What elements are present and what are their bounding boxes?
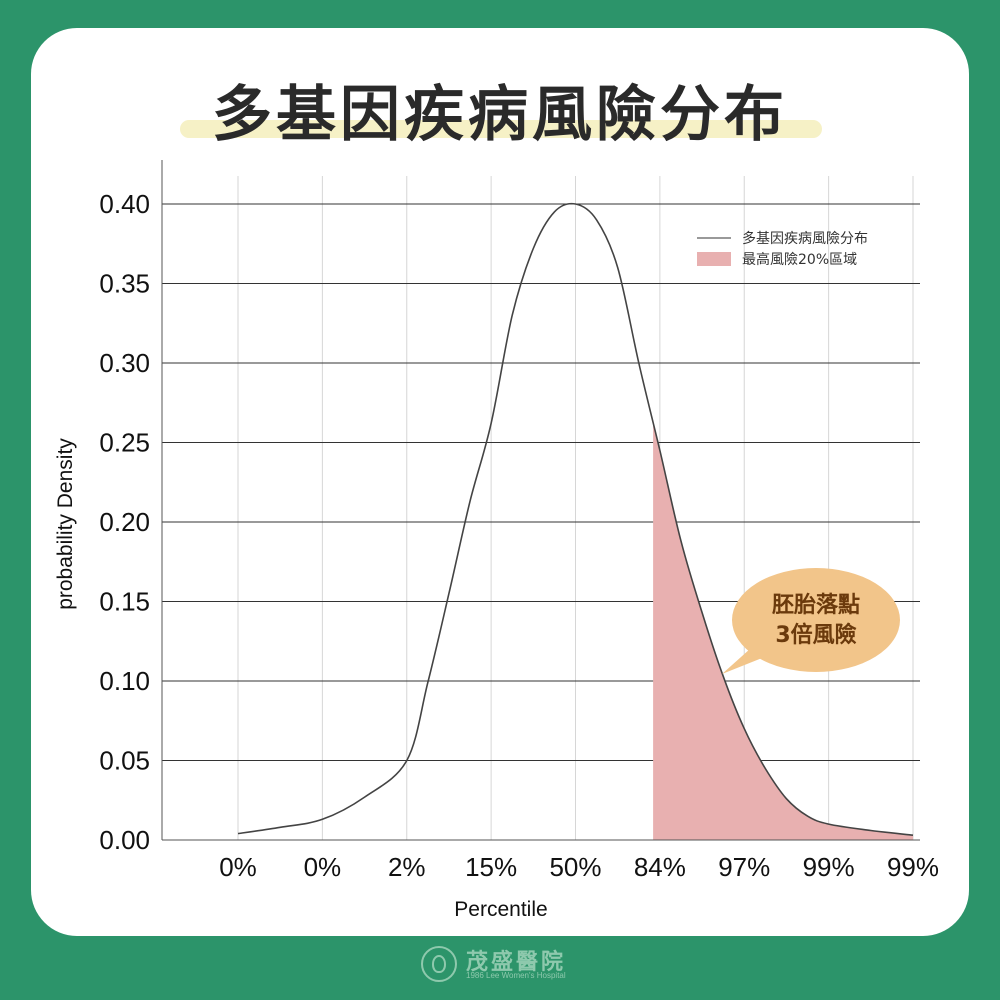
y-tick-label: 0.00	[99, 825, 150, 855]
y-tick-labels: 0.00 0.05 0.10 0.15 0.20 0.25 0.30 0.35 0.40	[99, 189, 150, 855]
footer: 茂盛醫院 1986 Lee Women's Hospital	[0, 944, 1000, 988]
hospital-logo-icon	[421, 946, 457, 982]
legend-area-swatch	[697, 252, 731, 266]
bubble-line-1: 胚胎落點	[772, 592, 860, 618]
x-tick-label: 15%	[465, 852, 517, 882]
high-risk-area	[653, 422, 913, 840]
x-tick-labels: 0% 0% 2% 15% 50% 84% 97% 99% 99%	[219, 852, 939, 882]
bubble-line-2: 3倍風險	[775, 622, 856, 648]
y-tick-label: 0.35	[99, 269, 150, 299]
title-container: 多基因疾病風險分布	[0, 66, 1000, 153]
x-tick-label: 0%	[219, 852, 257, 882]
logo-chinese-name: 茂盛醫院	[466, 950, 567, 975]
legend-label-curve: 多基因疾病風險分布	[742, 230, 868, 247]
x-tick-label: 50%	[549, 852, 601, 882]
y-tick-label: 0.25	[99, 428, 150, 458]
title-highlight	[180, 120, 822, 138]
y-tick-label: 0.15	[99, 587, 150, 617]
y-tick-label: 0.20	[99, 507, 150, 537]
bubble-body	[732, 568, 900, 672]
x-tick-label: 97%	[718, 852, 770, 882]
chart-grid	[162, 176, 920, 841]
density-curve	[237, 202, 914, 836]
x-tick-label: 84%	[634, 852, 686, 882]
x-tick-label: 99%	[803, 852, 855, 882]
y-tick-label: 0.05	[99, 746, 150, 776]
y-tick-label: 0.40	[99, 189, 150, 219]
annotation-bubble: 胚胎落點 3倍風險	[722, 568, 900, 674]
legend: 多基因疾病風險分布 最高風險20%區域	[697, 230, 868, 268]
y-tick-label: 0.30	[99, 348, 150, 378]
legend-label-area: 最高風險20%區域	[742, 251, 857, 268]
x-axis-label: Percentile	[454, 898, 547, 921]
x-tick-label: 2%	[388, 852, 426, 882]
page-title: 多基因疾病風險分布	[212, 80, 788, 150]
x-tick-label: 99%	[887, 852, 939, 882]
x-tick-label: 0%	[304, 852, 342, 882]
y-tick-label: 0.10	[99, 666, 150, 696]
y-axis-label: probability Density	[54, 438, 77, 610]
logo-english-name: 1986 Lee Women's Hospital	[466, 971, 566, 980]
card-background	[31, 28, 969, 936]
